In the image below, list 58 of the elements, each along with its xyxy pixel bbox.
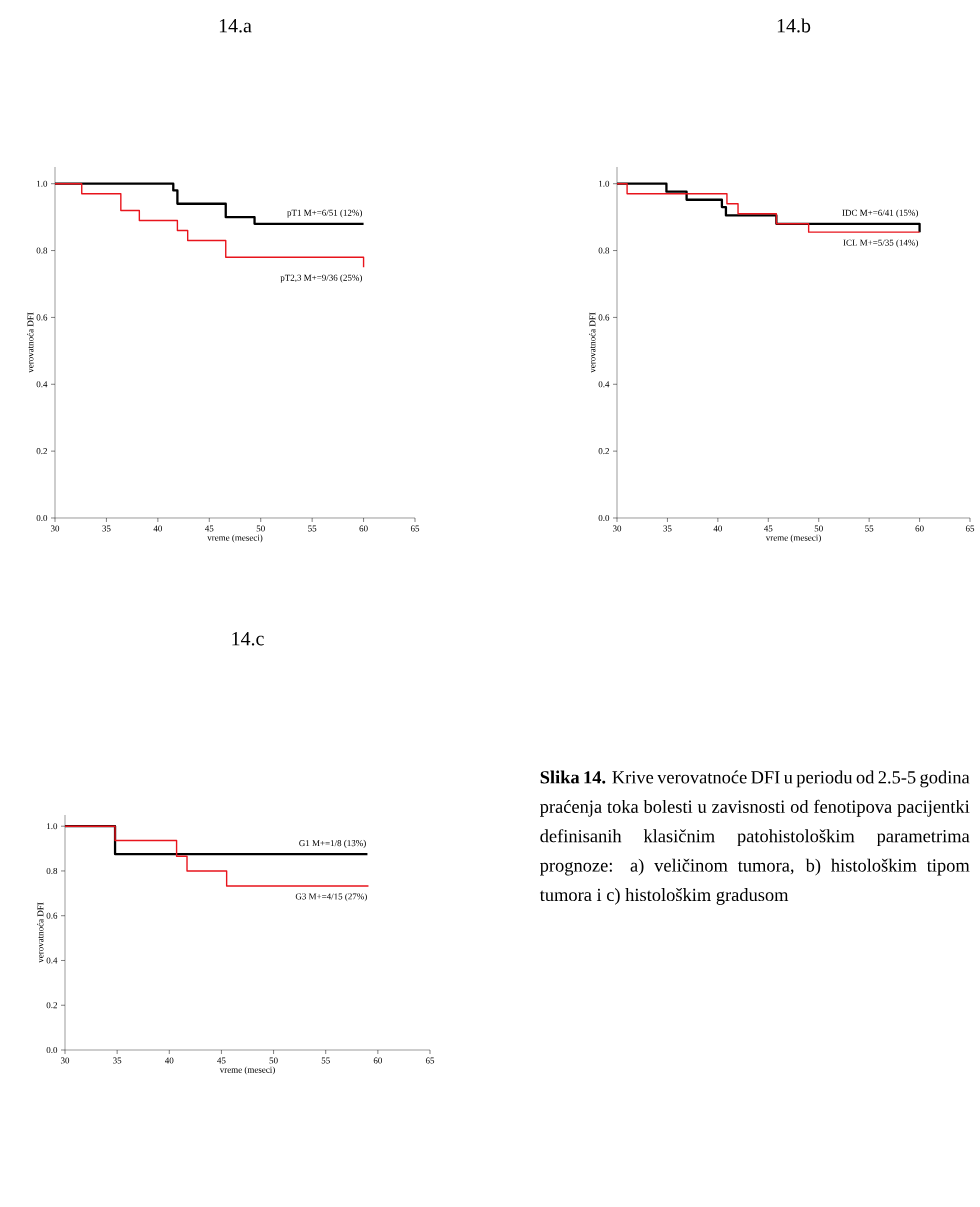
y-tick-label: 0.8 (598, 247, 610, 254)
x-tick-label: 35 (663, 525, 672, 532)
x-tick-label: 50 (814, 525, 823, 532)
y-tick-label: 1.0 (37, 180, 48, 187)
y-axis-title: verovatnoća DFI (37, 902, 44, 963)
x-tick-label: 50 (256, 525, 265, 532)
x-tick-label: 30 (50, 525, 60, 532)
x-tick-label: 65 (410, 525, 420, 532)
x-tick-label: 65 (425, 1057, 435, 1064)
y-tick-label: 0.6 (598, 314, 610, 321)
x-tick-label: 35 (113, 1057, 122, 1064)
x-tick-label: 40 (713, 525, 723, 532)
x-tick-label: 40 (153, 525, 162, 532)
x-tick-label: 60 (373, 1057, 382, 1064)
x-tick-label: 35 (102, 525, 111, 532)
y-tick-label: 0.2 (46, 1002, 57, 1009)
series-label: G1 M+=1/8 (13%) (299, 839, 366, 848)
y-tick-label: 0.6 (36, 314, 48, 321)
y-tick-label: 0.0 (598, 514, 610, 522)
y-tick-label: 1.0 (47, 823, 58, 830)
chart-title: 14.a (219, 19, 252, 33)
series-label: pT1 M+=6/51 (12%) (287, 209, 362, 218)
y-axis-title: verovatnoća DFI (27, 312, 34, 373)
x-tick-label: 55 (308, 525, 317, 532)
x-axis-title: vreme (meseci) (219, 1066, 275, 1075)
y-tick-label: 0.4 (46, 957, 58, 964)
x-tick-label: 55 (321, 1057, 330, 1064)
x-tick-label: 30 (60, 1057, 70, 1064)
x-tick-label: 60 (359, 525, 368, 532)
y-axis-title: verovatnoća DFI (589, 312, 596, 373)
chart-title: 14.c (232, 632, 264, 646)
x-tick-label: 45 (204, 525, 214, 532)
series-label: ICL M+=5/35 (14%) (843, 239, 918, 248)
y-tick-label: 0.8 (46, 867, 58, 874)
y-tick-label: 0.4 (598, 381, 610, 388)
series-label: pT2,3 M+=9/36 (25%) (280, 274, 362, 283)
series-label: IDC M+=6/41 (15%) (842, 209, 918, 218)
y-tick-label: 0.6 (46, 912, 58, 919)
text: Slika 14. Krive verovatnoće DFI u periodu od 2.5-5 godina praćenja toka bolesti u zavisnosti od fenotipova pacijentki definisanih klasičnim patohistološkim parametrima prognoze: a) veličinom tumora, b) histološkim tipom tumora i c) histološkim gradusom (539, 770, 970, 905)
x-tick-label: 45 (217, 1057, 226, 1064)
x-axis-title: vreme (meseci) (207, 534, 263, 543)
y-tick-label: 0.8 (36, 247, 48, 254)
x-axis-title: vreme (meseci) (765, 534, 821, 543)
y-tick-label: 0.4 (36, 381, 48, 388)
y-tick-label: 0.0 (46, 1046, 58, 1054)
x-tick-label: 50 (269, 1057, 278, 1064)
y-tick-label: 1.0 (599, 180, 610, 187)
y-tick-label: 0.0 (36, 514, 48, 522)
x-tick-label: 65 (965, 525, 975, 532)
x-tick-label: 40 (164, 1057, 174, 1064)
y-tick-label: 0.2 (36, 448, 47, 455)
chart-title: 14.b (777, 18, 811, 33)
series-label: G3 M+=4/15 (27%) (295, 893, 367, 902)
x-tick-label: 45 (763, 525, 773, 532)
y-tick-label: 0.2 (598, 448, 609, 455)
x-tick-label: 30 (612, 525, 622, 532)
x-tick-label: 60 (915, 525, 924, 532)
x-tick-label: 55 (865, 525, 874, 532)
